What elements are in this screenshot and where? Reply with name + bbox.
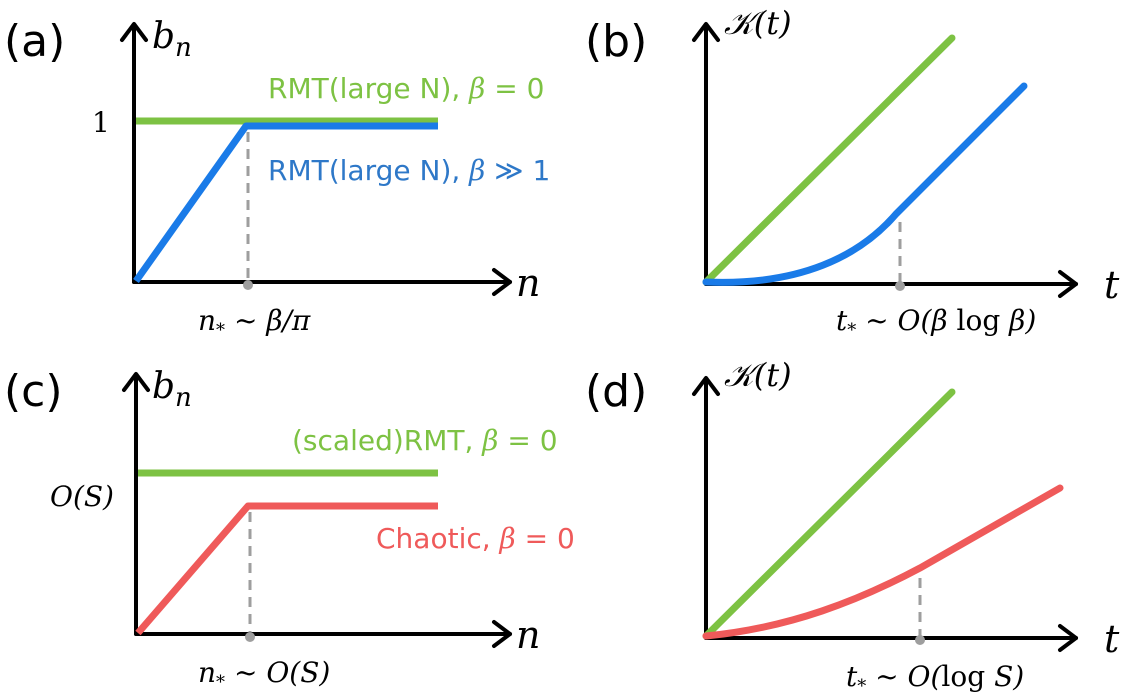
panel-b-green-line — [702, 34, 956, 286]
panel-c: (c) bn n O(S) (scaled)RMT, β = 0 Chaotic… — [4, 366, 575, 693]
panel-d-marker — [915, 635, 925, 645]
panel-b: (b) 𝒦(t) t t* ~ O(β log β) — [585, 4, 1120, 341]
panel-a-marker — [243, 280, 253, 290]
panel-b-y-axis-label: 𝒦(t) — [724, 4, 792, 42]
panel-b-y-arrow — [692, 22, 720, 42]
panel-b-x-marker-label: t* ~ O(β log β) — [836, 304, 1036, 341]
panel-b-x-arrow — [1058, 270, 1078, 298]
panel-c-y-axis-label: bn — [152, 366, 192, 413]
panel-d-y-axis-label: 𝒦(t) — [724, 356, 792, 394]
panel-c-green-label: (scaled)RMT, β = 0 — [292, 424, 558, 457]
panel-b-label: (b) — [585, 16, 647, 67]
panel-d-green-line — [702, 388, 956, 640]
panel-a-y-tick: 1 — [92, 106, 110, 139]
panel-d-label: (d) — [585, 366, 647, 417]
panel-a-y-arrow — [120, 22, 148, 42]
panel-a-green-label: RMT(large N), β = 0 — [268, 72, 544, 105]
panel-a-label: (a) — [4, 16, 65, 67]
panel-d-x-arrow — [1058, 624, 1078, 652]
panel-c-x-arrow — [492, 620, 512, 648]
panel-a-x-marker-label: n* ~ β/π — [198, 304, 311, 341]
panel-d: (d) 𝒦(t) t t* ~ O(log S) — [585, 356, 1120, 697]
panel-b-x-axis-label: t — [1104, 263, 1120, 307]
panel-c-y-arrow — [122, 372, 150, 392]
panel-a-blue-line — [133, 122, 438, 284]
panel-c-marker — [245, 632, 255, 642]
panel-c-red-label: Chaotic, β = 0 — [376, 522, 575, 555]
panel-d-red-curve — [702, 484, 1064, 640]
panel-c-x-axis-label: n — [516, 613, 540, 657]
panel-a: (a) bn n 1 RMT(large N), β = 0 RMT(large… — [4, 16, 550, 341]
panel-c-x-marker-label: n* ~ O(S) — [198, 656, 330, 693]
panel-a-x-axis-label: n — [516, 261, 540, 305]
panel-a-blue-label: RMT(large N), β ≫ 1 — [268, 154, 550, 187]
panel-a-y-axis-label: bn — [152, 16, 192, 63]
panel-c-label: (c) — [4, 366, 63, 417]
panel-b-blue-curve — [702, 82, 1028, 286]
panel-d-x-axis-label: t — [1104, 617, 1120, 661]
panel-d-y-arrow — [692, 376, 720, 396]
panel-a-x-arrow — [492, 268, 512, 296]
panel-c-red-line — [135, 502, 438, 636]
panel-d-x-marker-label: t* ~ O(log S) — [846, 660, 1024, 697]
panel-c-y-tick: O(S) — [50, 480, 114, 513]
panel-b-marker — [895, 281, 905, 291]
